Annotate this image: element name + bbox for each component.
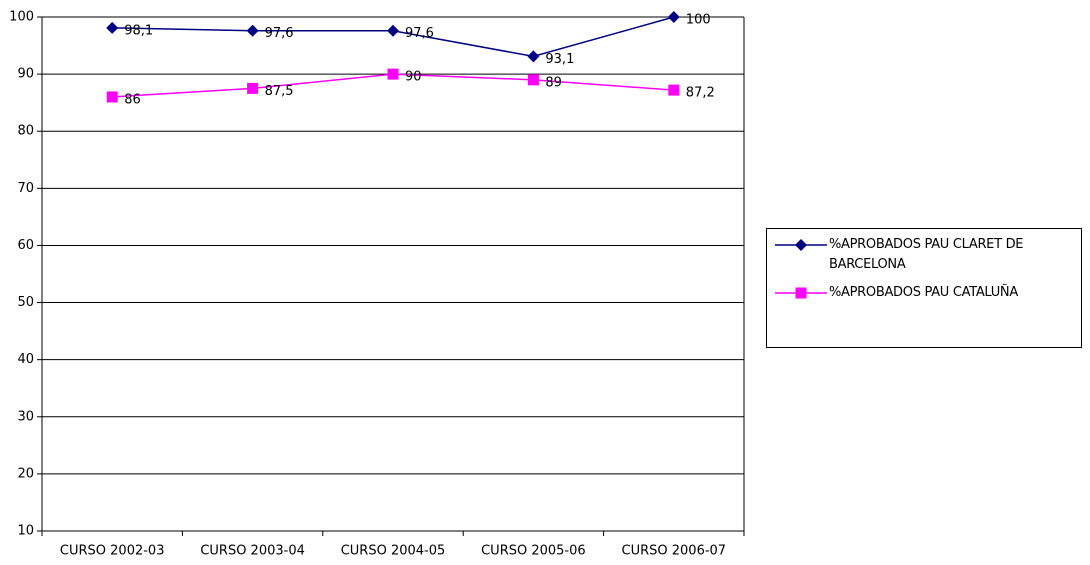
data-label: 89 (545, 75, 562, 90)
legend-label: %APROBADOS PAU CATALUÑA (829, 285, 1018, 300)
legend-entry: %APROBADOS PAU CATALUÑA (773, 283, 1081, 303)
legend: %APROBADOS PAU CLARET DE BARCELONA %APROB… (766, 228, 1082, 348)
legend-key (775, 239, 827, 251)
y-tick-label: 60 (17, 238, 34, 253)
y-tick-label: 30 (17, 409, 34, 424)
data-point (527, 50, 540, 63)
y-tick-label: 90 (17, 67, 34, 82)
data-point (668, 84, 680, 96)
y-tick-label: 40 (17, 352, 34, 367)
x-tick-label: CURSO 2006-07 (622, 544, 727, 559)
data-label: 87,2 (686, 86, 715, 101)
x-tick-label: CURSO 2004-05 (341, 544, 446, 559)
x-tick-label: CURSO 2002-03 (60, 544, 165, 559)
y-tick-label: 100 (9, 10, 34, 25)
data-label: 98,1 (124, 23, 153, 38)
x-tick-label: CURSO 2003-04 (200, 544, 305, 559)
legend-marker (795, 287, 807, 299)
data-label: 90 (405, 70, 422, 85)
data-label: 100 (686, 13, 711, 28)
y-tick-label: 80 (17, 124, 34, 139)
data-label: 86 (124, 92, 141, 107)
data-point (247, 82, 259, 94)
y-tick-label: 10 (17, 524, 34, 539)
y-tick-label: 70 (17, 181, 34, 196)
data-label: 97,6 (265, 26, 294, 41)
legend-label: %APROBADOS PAU CLARET DE BARCELONA (829, 237, 1024, 272)
data-point (667, 11, 680, 23)
data-point (387, 68, 399, 80)
x-tick-label: CURSO 2005-06 (481, 544, 586, 559)
y-tick-label: 50 (17, 295, 34, 310)
data-point (246, 24, 259, 37)
data-label: 87,5 (265, 84, 294, 99)
legend-marker (795, 239, 807, 251)
legend-entry: %APROBADOS PAU CLARET DE BARCELONA (773, 235, 1081, 275)
data-point (527, 74, 539, 86)
y-tick-label: 20 (17, 466, 34, 481)
data-label: 93,1 (545, 52, 574, 67)
legend-key (775, 287, 827, 299)
data-point (106, 21, 119, 34)
data-label: 97,6 (405, 26, 434, 41)
data-point (106, 91, 118, 103)
data-point (387, 24, 399, 37)
